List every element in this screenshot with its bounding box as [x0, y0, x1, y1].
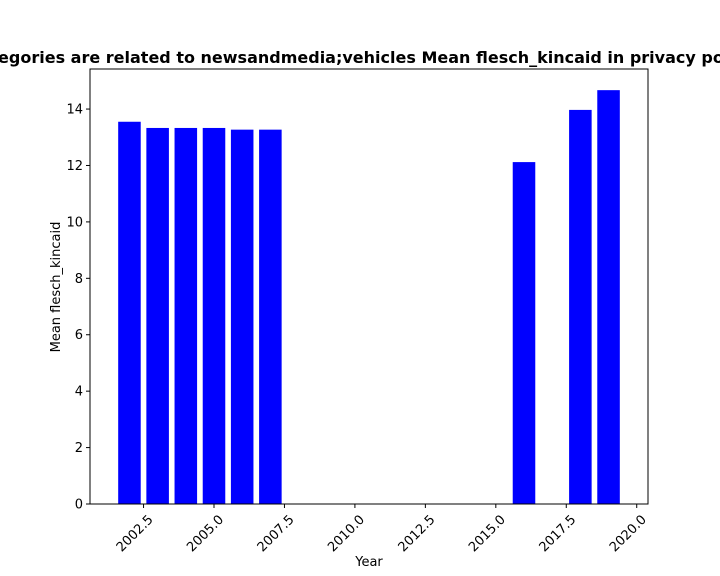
- bar: [512, 162, 536, 504]
- bars-group: [118, 90, 620, 505]
- x-axis-label: Year: [354, 555, 383, 570]
- y-tick-label: 0: [75, 498, 83, 513]
- bar: [118, 121, 141, 504]
- x-axis-ticks: 2002.5 2005.0 2007.5 2010.0 2012.5 2015.0 2017…: [114, 504, 650, 555]
- y-tick-label: 2: [75, 441, 83, 456]
- y-axis-label: Mean flesch_kincaid: [49, 222, 64, 353]
- x-tick-label: 2007.5: [255, 512, 298, 555]
- y-tick-label: 4: [75, 385, 83, 400]
- y-tick-label: 6: [75, 328, 83, 343]
- bar: [569, 109, 592, 505]
- x-tick-label: 2005.0: [184, 512, 227, 555]
- y-tick-label: 10: [66, 215, 83, 230]
- x-tick-label: 2010.0: [325, 512, 368, 555]
- x-tick-label: 2015.0: [466, 512, 509, 555]
- x-tick-label: 2012.5: [396, 512, 439, 555]
- x-tick-label: 2020.0: [607, 512, 650, 555]
- y-tick-label: 12: [66, 159, 83, 174]
- bar: [146, 127, 169, 505]
- bar: [174, 127, 198, 505]
- x-tick-label: 2002.5: [114, 512, 157, 555]
- y-tick-label: 8: [75, 272, 83, 287]
- x-tick-label: 2017.5: [537, 512, 580, 555]
- chart-title: Categories are related to newsandmedia;v…: [0, 48, 720, 67]
- bar: [259, 129, 282, 505]
- y-axis-ticks: 0 2 4 6 8 10 12 14: [66, 103, 90, 513]
- axes-frame: [89, 68, 649, 505]
- bar: [230, 129, 254, 505]
- bar: [202, 127, 226, 505]
- y-tick-label: 14: [66, 103, 83, 118]
- bar: [597, 90, 620, 504]
